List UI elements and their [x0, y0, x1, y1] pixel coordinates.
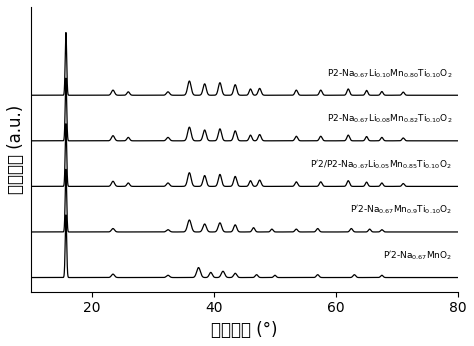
- X-axis label: 衍射角度 (°): 衍射角度 (°): [211, 321, 278, 339]
- Text: P2-Na$_{0.67}$Li$_{0.10}$Mn$_{0.80}$Ti$_{0.10}$O$_2$: P2-Na$_{0.67}$Li$_{0.10}$Mn$_{0.80}$Ti$_…: [327, 67, 452, 80]
- Text: P$'$2-Na$_{0.67}$Mn$_{0.9}$Ti$_{0.10}$O$_2$: P$'$2-Na$_{0.67}$Mn$_{0.9}$Ti$_{0.10}$O$…: [350, 204, 452, 216]
- Text: P2-Na$_{0.67}$Li$_{0.08}$Mn$_{0.82}$Ti$_{0.10}$O$_2$: P2-Na$_{0.67}$Li$_{0.08}$Mn$_{0.82}$Ti$_…: [327, 113, 452, 125]
- Y-axis label: 衍射强度 (a.u.): 衍射强度 (a.u.): [7, 105, 25, 194]
- Text: P$'$2/P2-Na$_{0.67}$Li$_{0.05}$Mn$_{0.85}$Ti$_{0.10}$O$_2$: P$'$2/P2-Na$_{0.67}$Li$_{0.05}$Mn$_{0.85…: [310, 158, 452, 171]
- Text: P$'$2-Na$_{0.67}$MnO$_2$: P$'$2-Na$_{0.67}$MnO$_2$: [383, 249, 452, 262]
